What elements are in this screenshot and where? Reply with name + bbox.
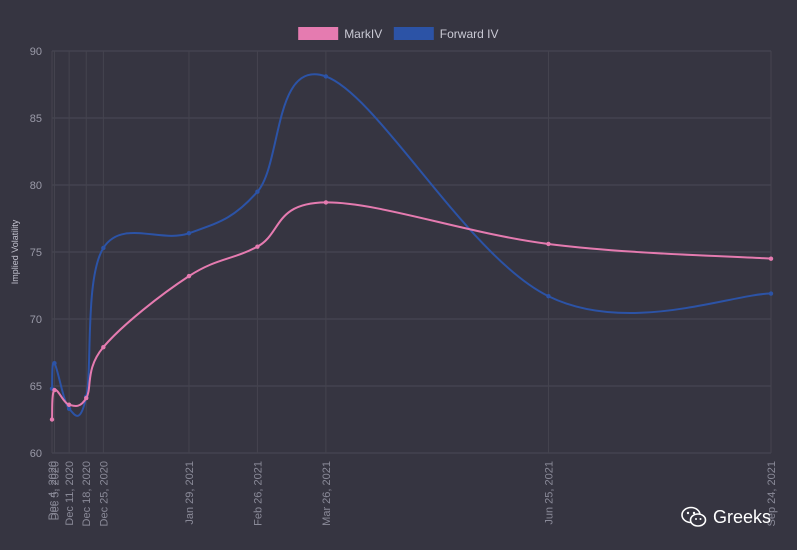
- legend-swatch-forward-iv[interactable]: [393, 27, 434, 40]
- watermark: Greeks: [681, 506, 771, 528]
- data-point-markiv[interactable]: [255, 244, 260, 249]
- data-point-markiv[interactable]: [49, 417, 55, 422]
- x-tick-label: Dec 5, 2020: [49, 461, 61, 520]
- legend-label-forward-iv[interactable]: Forward IV: [440, 27, 499, 41]
- wechat-icon: [681, 506, 707, 527]
- legend[interactable]: MarkIV Forward IV: [298, 27, 498, 41]
- legend-label-markiv[interactable]: MarkIV: [344, 27, 382, 41]
- series-line-forward-iv: [51, 73, 772, 417]
- y-axis-ticks: 60 65 70 75 80 85 90: [30, 46, 42, 460]
- x-tick-label: Mar 26, 2021: [321, 461, 333, 526]
- data-point-markiv[interactable]: [768, 256, 774, 261]
- x-tick-label: Feb 26, 2021: [252, 461, 264, 526]
- y-tick-label: 75: [30, 247, 42, 259]
- data-point-forward-iv[interactable]: [768, 291, 774, 296]
- data-point-markiv[interactable]: [323, 200, 329, 205]
- x-tick-label: Dec 11, 2020: [64, 461, 76, 526]
- data-point-markiv[interactable]: [101, 344, 106, 350]
- y-axis-label: Implied Volatility: [10, 219, 20, 284]
- data-point-forward-iv[interactable]: [546, 294, 551, 299]
- legend-swatch-markiv[interactable]: [298, 27, 339, 40]
- data-point-markiv[interactable]: [546, 241, 551, 247]
- y-tick-label: 80: [30, 180, 42, 192]
- data-point-forward-iv[interactable]: [66, 406, 72, 411]
- x-tick-label: Dec 18, 2020: [81, 461, 93, 526]
- x-tick-label: Jan 29, 2021: [184, 461, 196, 525]
- data-point-forward-iv[interactable]: [255, 189, 260, 194]
- data-point-forward-iv[interactable]: [186, 231, 192, 236]
- y-tick-label: 60: [30, 448, 42, 460]
- data-point-markiv[interactable]: [66, 402, 72, 407]
- watermark-text: Greeks: [712, 506, 771, 527]
- data-point-markiv[interactable]: [84, 395, 89, 401]
- x-tick-label: Jun 25, 2021: [543, 461, 555, 525]
- data-point-forward-iv[interactable]: [101, 245, 106, 251]
- data-point-forward-iv[interactable]: [52, 361, 57, 366]
- y-tick-label: 85: [30, 113, 42, 125]
- x-tick-label: Dec 4, 2020: [47, 461, 59, 520]
- grid-lines: [51, 50, 772, 454]
- y-tick-label: 70: [30, 314, 42, 326]
- y-tick-label: 90: [30, 46, 42, 58]
- data-point-markiv[interactable]: [186, 273, 192, 279]
- data-point-forward-iv[interactable]: [323, 74, 329, 79]
- y-tick-label: 65: [30, 381, 42, 393]
- x-tick-label: Sep 24, 2021: [766, 461, 778, 526]
- series-group: [49, 73, 774, 422]
- x-tick-label: Dec 25, 2020: [98, 461, 110, 526]
- data-point-markiv[interactable]: [52, 387, 57, 393]
